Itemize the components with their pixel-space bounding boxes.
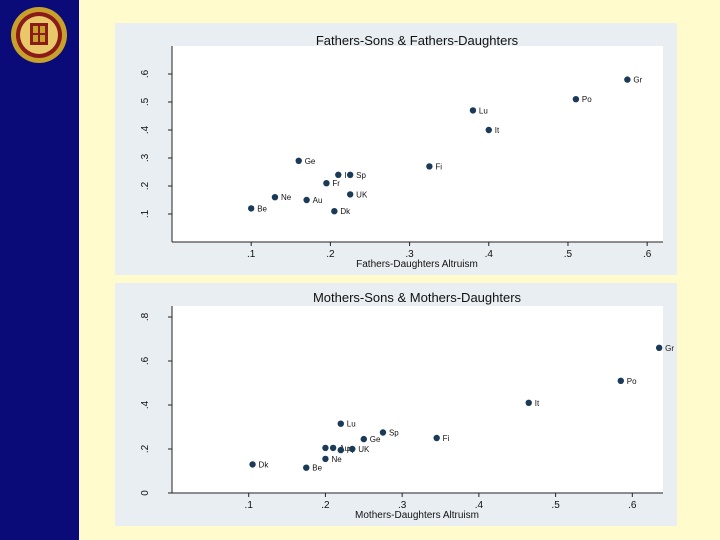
data-point [525,399,532,406]
data-point [469,107,477,114]
data-point [655,344,663,351]
point-label: Dk [259,460,270,469]
point-label: Lu [479,106,488,115]
y-tick-label: .2 [140,181,151,190]
point-label: UK [356,190,368,199]
y-tick-label: .3 [140,153,151,162]
y-tick-label: .1 [140,209,151,218]
y-tick-label: 0 [140,490,151,496]
x-tick-label: .4 [485,249,494,260]
data-point [303,464,310,471]
chart-title: Mothers-Sons & Mothers-Daughters [313,290,522,305]
y-tick-label: .5 [140,97,151,106]
university-seal-icon [10,6,68,64]
data-point [337,446,344,454]
point-label: Po [627,377,637,386]
point-label: Gr [665,344,674,353]
point-label: Fi [435,162,442,171]
data-point [426,163,433,170]
x-tick-label: .2 [321,500,330,511]
x-tick-label: .6 [643,249,652,260]
data-point [617,377,625,384]
data-point [346,191,354,198]
data-point [249,461,256,468]
data-point [271,194,279,201]
plot-area [172,46,663,242]
chart-panel-fathers: Fathers-Sons & Fathers-Daughters Fathers… [115,23,677,275]
data-point [346,171,354,178]
x-axis-label: Fathers-Daughters Altruism [356,259,478,270]
data-point [624,76,631,83]
data-point [322,455,329,463]
chart-mothers: Mothers-Sons & Mothers-Daughters Mothers… [140,290,674,521]
data-point [572,96,580,103]
point-label: Po [582,95,592,104]
y-tick-label: .8 [140,312,151,321]
x-tick-label: .3 [398,500,407,511]
point-label: Fi [443,434,450,443]
x-tick-label: .5 [551,500,560,511]
y-tick-label: .6 [140,69,151,78]
data-point [331,208,338,215]
data-point [329,444,337,452]
point-label: Ne [331,455,342,464]
point-label: I [344,171,346,180]
chart-fathers: Fathers-Sons & Fathers-Daughters Fathers… [140,33,663,270]
y-tick-label: .6 [140,356,151,365]
x-axis-label: Mothers-Daughters Altruism [355,510,479,521]
x-tick-label: .3 [405,249,414,260]
point-label: UK [358,445,370,454]
data-point [303,196,310,204]
sidebar [0,0,79,540]
point-label: Au [339,444,349,453]
data-point [335,171,342,178]
x-tick-label: .1 [245,500,254,511]
y-tick-label: .4 [140,400,151,409]
point-label: It [535,399,540,408]
x-tick-label: .5 [564,249,573,260]
point-label: Be [312,464,322,473]
data-point [485,126,492,134]
plot-area [172,306,663,493]
point-label: Ge [370,435,381,444]
data-point [349,445,356,453]
y-tick-label: .4 [140,125,151,134]
y-tick-label: .2 [140,444,151,453]
point-label: Be [257,204,267,213]
data-point [337,420,344,427]
chart-title: Fathers-Sons & Fathers-Daughters [316,33,519,48]
point-label: Gr [633,76,642,85]
data-point [322,444,329,452]
point-label: It [495,126,500,135]
data-point [379,429,387,436]
point-label: Fr [332,179,340,188]
point-label: Sp [356,171,366,180]
point-label: Lu [347,420,356,429]
chart-panel-mothers: Mothers-Sons & Mothers-Daughters Mothers… [115,283,677,526]
data-point [323,180,330,187]
x-tick-label: .4 [475,500,484,511]
data-point [360,435,367,443]
point-label: Sp [389,429,399,438]
x-tick-label: .1 [247,249,256,260]
point-label: Dk [340,207,351,216]
point-label: Au [313,196,323,205]
data-point [295,157,302,164]
x-tick-label: .2 [326,249,335,260]
data-point [247,205,255,212]
data-point [433,434,440,442]
point-label: Ne [281,193,292,202]
x-tick-label: .6 [628,500,637,511]
point-label: Ge [305,157,316,166]
